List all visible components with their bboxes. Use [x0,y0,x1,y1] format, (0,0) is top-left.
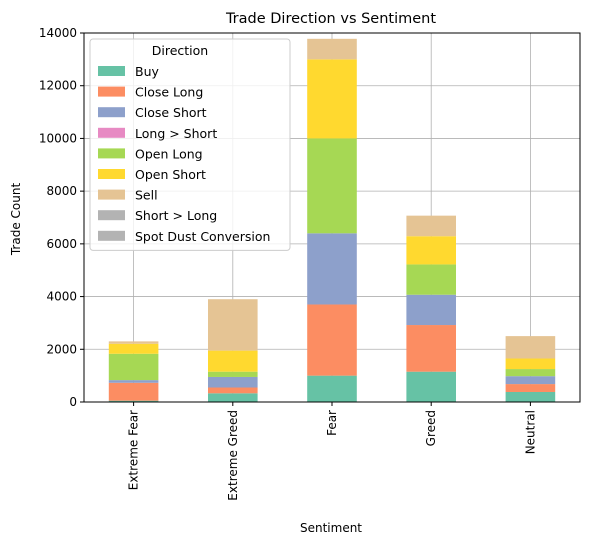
y-axis-label: Trade Count [9,183,23,257]
bar-segment [307,304,357,376]
y-tick-label: 6000 [46,237,77,251]
y-tick-label: 0 [69,395,77,409]
y-tick-label: 8000 [46,184,77,198]
bar-segment [307,38,357,60]
legend-swatch [98,210,125,221]
chart-title: Trade Direction vs Sentiment [225,11,436,27]
bar-segment [406,215,456,237]
ticks: 0 2000 4000 6000 8000 10000 12000 14000 Extreme … [39,26,538,501]
legend-swatch [98,189,125,200]
legend-box [89,38,291,251]
bar-segment [108,382,159,401]
x-tick-label: Extreme Fear [127,410,141,490]
bar-segment [406,294,456,326]
legend-label: Short > Long [135,208,217,223]
x-axis-label: Sentiment [300,521,362,535]
x-tick-label: Greed [424,410,438,446]
bar-segment [505,358,556,370]
bar-segment [108,380,159,383]
legend-label: Buy [135,64,159,79]
bar-segment [108,343,159,354]
bar-segment [108,353,159,381]
y-tick-label: 10000 [39,131,77,145]
bar-segment [406,371,456,402]
legend-swatch [98,86,125,97]
y-tick-label: 4000 [46,290,77,304]
legend-items: Buy Close Long Close Short Long > Short Open… [98,64,270,244]
legend-label: Open Short [135,167,206,182]
legend-swatch [98,148,125,159]
bar-segment [208,376,258,388]
y-tick-label: 2000 [46,342,77,356]
legend-swatch [98,230,125,241]
legend-swatch [98,127,125,138]
bar-segment [208,350,258,372]
bar-segment [505,384,556,392]
bar-segment [108,400,159,402]
y-tick-label: 12000 [39,79,77,93]
legend-swatch [98,107,125,118]
bar-segment [406,236,456,265]
bar-segment [307,138,357,234]
legend-label: Open Long [135,146,203,161]
bar-segment [208,393,258,402]
legend-label: Close Short [135,105,207,120]
legend-swatch [98,66,125,76]
bar-segment [307,233,357,305]
bar-segment [406,325,456,372]
legend-label: Sell [135,188,158,203]
legend-swatch [98,169,125,179]
bar-segment [108,341,159,344]
bar-segment [307,59,357,139]
bar-segment [505,376,556,385]
legend: Direction Buy Close Long Close Short Long >… [89,38,291,251]
bar-segment [505,391,556,402]
bar-segment [505,336,556,359]
bars [108,38,556,402]
x-tick-label: Neutral [523,410,537,454]
legend-label: Long > Short [135,126,217,141]
legend-label: Spot Dust Conversion [135,229,270,244]
x-tick-label: Fear [325,410,339,436]
x-tick-label: Extreme Greed [226,410,240,501]
bar-segment [208,371,258,377]
bar-segment [208,299,258,351]
y-tick-label: 14000 [39,26,77,40]
bar-segment [406,264,456,295]
bar-segment [208,387,258,394]
bar-segment [505,369,556,377]
legend-title: Direction [152,43,208,58]
bar-segment [307,375,357,402]
legend-label: Close Long [135,85,203,100]
